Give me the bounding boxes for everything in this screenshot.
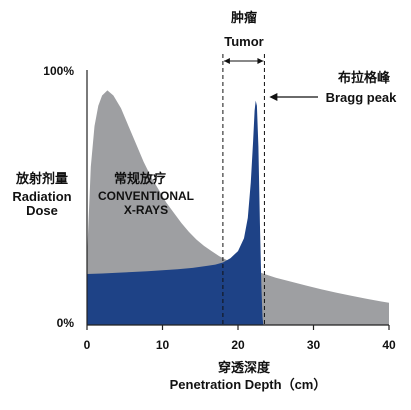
x-tick-label-20: 20	[231, 338, 245, 352]
x-tick-label-0: 0	[84, 338, 91, 352]
x-tick-label-10: 10	[156, 338, 170, 352]
conventional-label-line1: CONVENTIONAL	[98, 189, 194, 203]
conventional-label-cn: 常规放疗	[114, 171, 166, 186]
bragg-peak-arrow	[269, 93, 318, 101]
tumor-arrowhead-left	[223, 58, 230, 64]
y-tick-label-100: 100%	[43, 64, 74, 78]
bragg-label-en: Bragg peak	[326, 90, 398, 105]
tumor-label-cn: 肿瘤	[231, 10, 257, 25]
x-ticks: 0 10 20 30 40	[84, 325, 396, 352]
x-label-en: Penetration Depth（cm）	[170, 377, 327, 392]
y-tick-label-0: 0%	[57, 316, 75, 330]
tumor-label-en: Tumor	[224, 34, 263, 49]
y-label-en-line2: Dose	[26, 203, 58, 218]
dose-areas	[87, 90, 389, 326]
bragg-label-cn: 布拉格峰	[338, 70, 391, 85]
bragg-arrowhead	[269, 93, 278, 101]
x-label-cn: 穿透深度	[218, 360, 271, 375]
tumor-marker	[222, 54, 265, 325]
y-label-cn: 放射剂量	[15, 171, 68, 186]
x-tick-label-40: 40	[382, 338, 396, 352]
conventional-label-line2: X-RAYS	[124, 203, 168, 217]
y-label-en-line1: Radiation	[12, 189, 71, 204]
tumor-arrowhead-right	[257, 58, 264, 64]
dose-area-1	[87, 100, 264, 325]
x-tick-label-30: 30	[307, 338, 321, 352]
dose-area-0	[87, 90, 389, 326]
